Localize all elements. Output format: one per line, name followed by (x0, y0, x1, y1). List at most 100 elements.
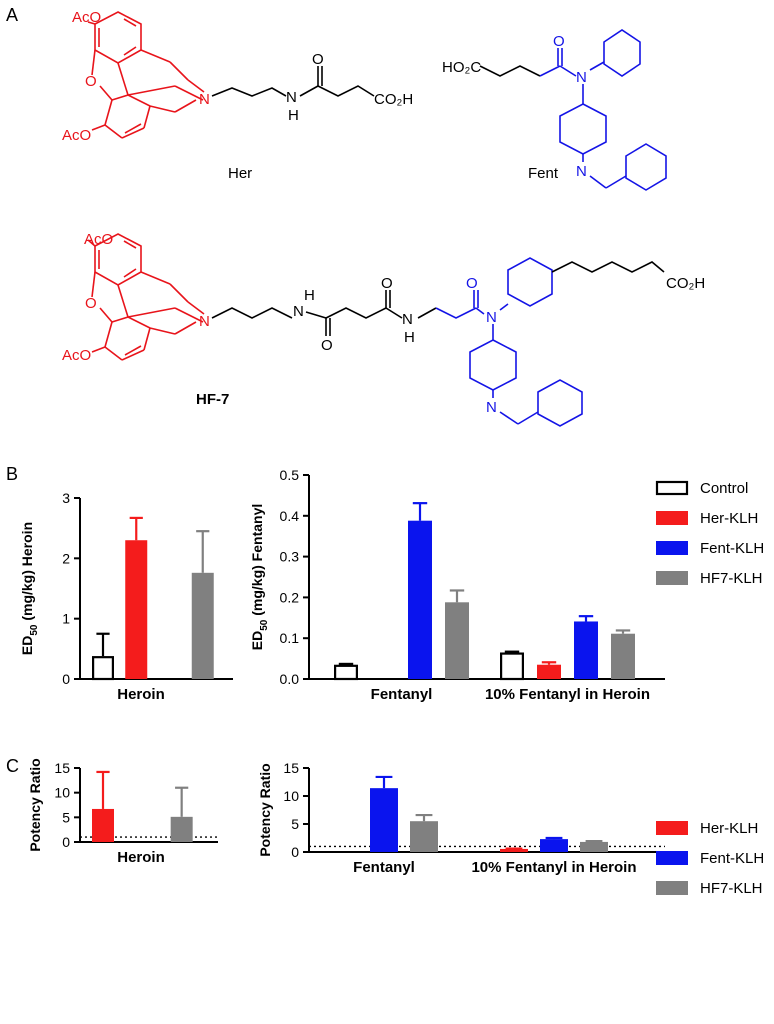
hf7-nh1-h: H (304, 287, 315, 304)
category-label: 10% Fentanyl in Heroin (485, 686, 650, 703)
hf7-n: N (199, 313, 210, 330)
bar-control (91, 656, 114, 681)
hf7-aco-top: AcO (84, 231, 113, 248)
category-label: Fentanyl (353, 859, 415, 876)
bar-hf7 (191, 572, 214, 679)
y-tick-label: 0.0 (280, 671, 300, 687)
y-tick-label: 0.3 (280, 549, 300, 565)
hf7-aco-bottom: AcO (62, 347, 91, 364)
bar-fent (370, 788, 398, 852)
her-furan-o: O (85, 73, 97, 90)
y-tick-label: 0 (62, 671, 70, 687)
y-tick-label: 15 (54, 760, 70, 776)
legend-swatch-control (655, 480, 689, 496)
hf7-o1: O (321, 337, 333, 354)
fent-pip-n: N (576, 163, 587, 180)
bar-her (92, 808, 114, 842)
legend-label-fent: Fent-KLH (700, 850, 764, 867)
y-tick-label: 1 (62, 611, 70, 627)
legend-swatch-hf7 (656, 881, 688, 895)
hf7-nh1-n: N (293, 303, 304, 320)
y-tick-label: 0.2 (280, 589, 300, 605)
legend-label-hf7: HF7-KLH (700, 880, 763, 897)
y-axis-label: ED50 (mg/kg) Fentanyl (249, 504, 270, 650)
chart-c-fentanyl: 0 5 10 15 Potency Ratio Fentanyl 10% Fentanyl … (257, 760, 665, 876)
bar-her (500, 848, 528, 852)
bar-hf7 (445, 602, 469, 679)
bar-her (125, 540, 148, 679)
legend-label-control: Control (700, 480, 748, 497)
bar-control (334, 664, 359, 681)
legend-swatch-her (656, 821, 688, 835)
fent-carbonyl-o: O (553, 33, 565, 50)
hf7-furan-o: O (85, 295, 97, 312)
y-tick-label: 0.5 (280, 467, 300, 483)
hf7-structure: AcO O AcO N H N O O N H CO₂H HF-7 (62, 231, 705, 427)
hf7-nh2-h: H (404, 329, 415, 346)
bar-control (500, 652, 525, 681)
bar-hf7 (410, 821, 438, 852)
bar-fent (408, 520, 432, 679)
bar-hf7 (580, 841, 608, 852)
fent-name: Fent (528, 165, 559, 182)
hf7-name: HF-7 (196, 391, 229, 408)
her-amide-h: H (288, 107, 299, 124)
legend-label-fent: Fent-KLH (700, 540, 764, 557)
her-structure: AcO O AcO N N H O CO₂H Her (62, 9, 413, 182)
chart-c-heroin: 0 5 10 15 Potency Ratio Heroin (27, 758, 218, 866)
legend-label-her: Her-KLH (700, 510, 758, 527)
legend-b: Control Her-KLH Fent-KLH HF7-KLH (655, 480, 764, 587)
bar-hf7 (611, 633, 635, 679)
y-tick-label: 10 (54, 785, 70, 801)
fent-amide-n: N (576, 69, 587, 86)
y-tick-label: 0.4 (280, 508, 300, 524)
legend-c: Her-KLH Fent-KLH HF7-KLH (656, 820, 764, 897)
her-aco-top: AcO (72, 9, 101, 26)
y-axis-label: Potency Ratio (27, 758, 43, 851)
category-label: 10% Fentanyl in Heroin (471, 859, 636, 876)
y-tick-label: 10 (283, 788, 299, 804)
category-label: Heroin (117, 849, 165, 866)
y-tick-label: 2 (62, 550, 70, 566)
her-amide-n: N (286, 89, 297, 106)
bar-fent (574, 621, 598, 679)
hf7-nh2-n: N (402, 311, 413, 328)
hf7-acid: CO₂H (666, 275, 705, 292)
y-axis-label: ED50 (mg/kg) Heroin (19, 522, 40, 655)
category-label: Heroin (117, 686, 165, 703)
her-acid: CO₂H (374, 91, 413, 108)
her-n: N (199, 91, 210, 108)
her-aco-bottom: AcO (62, 127, 91, 144)
bar-fent (540, 839, 568, 852)
y-tick-label: 0.1 (280, 630, 300, 646)
panel-label-a: A (6, 5, 18, 25)
y-tick-label: 0 (62, 834, 70, 850)
y-tick-label: 5 (291, 816, 299, 832)
panel-label-b: B (6, 464, 18, 484)
hf7-amide-n: N (486, 309, 497, 326)
legend-swatch-hf7 (656, 571, 688, 585)
category-label: Fentanyl (371, 686, 433, 703)
y-tick-label: 0 (291, 844, 299, 860)
legend-swatch-fent (656, 851, 688, 865)
fent-acid: HO₂C (442, 59, 481, 76)
legend-swatch-fent (656, 541, 688, 555)
fent-structure: HO₂C O N N Fent (442, 29, 667, 191)
y-tick-label: 3 (62, 490, 70, 506)
hf7-o3: O (466, 275, 478, 292)
chart-b-fentanyl: 0.0 0.1 0.2 0.3 0.4 0.5 ED50 (mg/kg) Fentanyl F… (249, 467, 665, 703)
her-name: Her (228, 165, 252, 182)
legend-label-her: Her-KLH (700, 820, 758, 837)
bar-hf7 (170, 816, 193, 842)
y-tick-label: 5 (62, 809, 70, 825)
chart-b-heroin: 0 1 2 3 ED50 (mg/kg) Heroin Heroin (19, 490, 233, 703)
legend-label-hf7: HF7-KLH (700, 570, 763, 587)
legend-swatch-her (656, 511, 688, 525)
her-carbonyl-o: O (312, 51, 324, 68)
y-axis-label: Potency Ratio (257, 763, 273, 856)
hf7-o2: O (381, 275, 393, 292)
y-tick-label: 15 (283, 760, 299, 776)
bar-her (537, 664, 561, 679)
hf7-pip-n: N (486, 399, 497, 416)
